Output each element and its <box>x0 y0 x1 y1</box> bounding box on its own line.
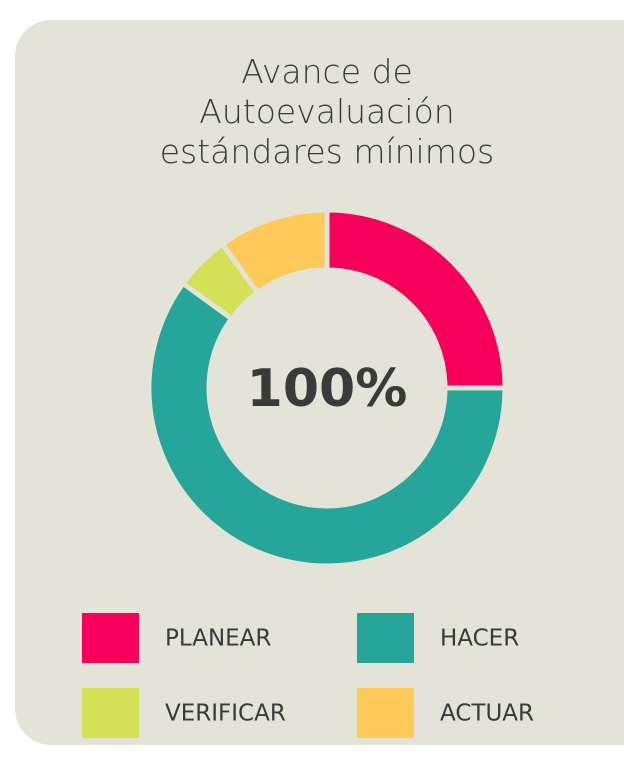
legend-label: VERIFICAR <box>165 701 286 727</box>
donut-segment <box>146 279 508 569</box>
legend-swatch <box>357 688 414 738</box>
legend-swatch <box>357 613 414 663</box>
legend-label: ACTUAR <box>440 701 534 727</box>
legend-swatch <box>82 688 139 738</box>
legend-swatch <box>82 613 139 663</box>
donut-segment <box>324 207 508 391</box>
center-label: 100% <box>247 359 408 419</box>
chart-title: Avance de Autoevaluación estándares míni… <box>159 52 495 171</box>
legend-label: PLANEAR <box>165 626 271 652</box>
donut-segment <box>218 207 330 297</box>
legend-label: HACER <box>440 626 519 652</box>
